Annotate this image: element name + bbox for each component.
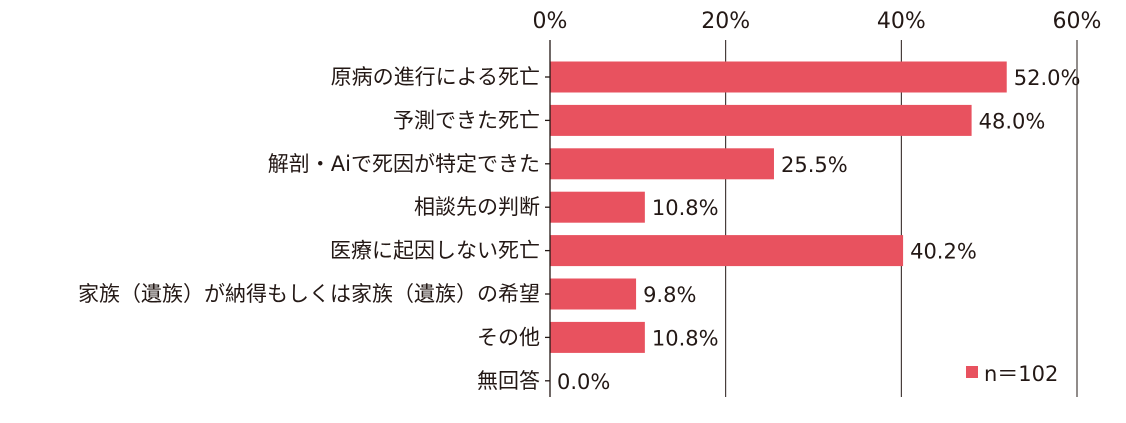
value-label: 40.2%	[910, 240, 977, 264]
value-label: 9.8%	[643, 283, 696, 307]
bar	[550, 321, 645, 353]
bar	[550, 148, 774, 180]
category-label: 予測できた死亡	[393, 108, 540, 132]
x-tick-label: 0%	[533, 9, 568, 34]
category-label: 相談先の判断	[414, 195, 540, 219]
bars	[550, 61, 1007, 353]
category-label: 原病の進行による死亡	[331, 65, 540, 89]
bar	[550, 235, 904, 267]
category-label: 家族（遺族）が納得もしくは家族（遺族）の希望	[78, 282, 540, 306]
bar	[550, 191, 645, 223]
category-label: 解剖・Aiで死因が特定できた	[268, 152, 540, 176]
value-label: 10.8%	[652, 326, 719, 350]
bar	[550, 104, 972, 136]
legend: n＝102	[966, 362, 1058, 386]
value-label: 48.0%	[979, 109, 1046, 133]
x-tick-label: 60%	[1053, 9, 1102, 34]
gridlines	[725, 40, 1078, 397]
x-tick-label: 20%	[701, 9, 750, 34]
x-tick-label: 40%	[877, 9, 926, 34]
bar	[550, 278, 637, 310]
value-label: 10.8%	[652, 196, 719, 220]
value-label: 25.5%	[781, 153, 848, 177]
category-label: 無回答	[477, 369, 540, 393]
value-label: 52.0%	[1014, 66, 1081, 90]
value-labels: 52.0% 48.0% 25.5% 10.8% 40.2% 9.8% 10.8% 0.0%	[557, 66, 1080, 394]
x-axis-ticks: 0% 20% 40% 60%	[533, 9, 1102, 34]
legend-swatch	[966, 366, 978, 378]
legend-label: n＝102	[984, 362, 1058, 386]
category-label: その他	[477, 325, 540, 349]
y-axis	[545, 40, 551, 397]
category-labels: 原病の進行による死亡予測できた死亡解剖・Aiで死因が特定できた相談先の判断医療に…	[78, 65, 540, 393]
category-label: 医療に起因しない死亡	[330, 239, 540, 263]
value-label: 0.0%	[557, 370, 610, 394]
bar	[550, 61, 1007, 93]
